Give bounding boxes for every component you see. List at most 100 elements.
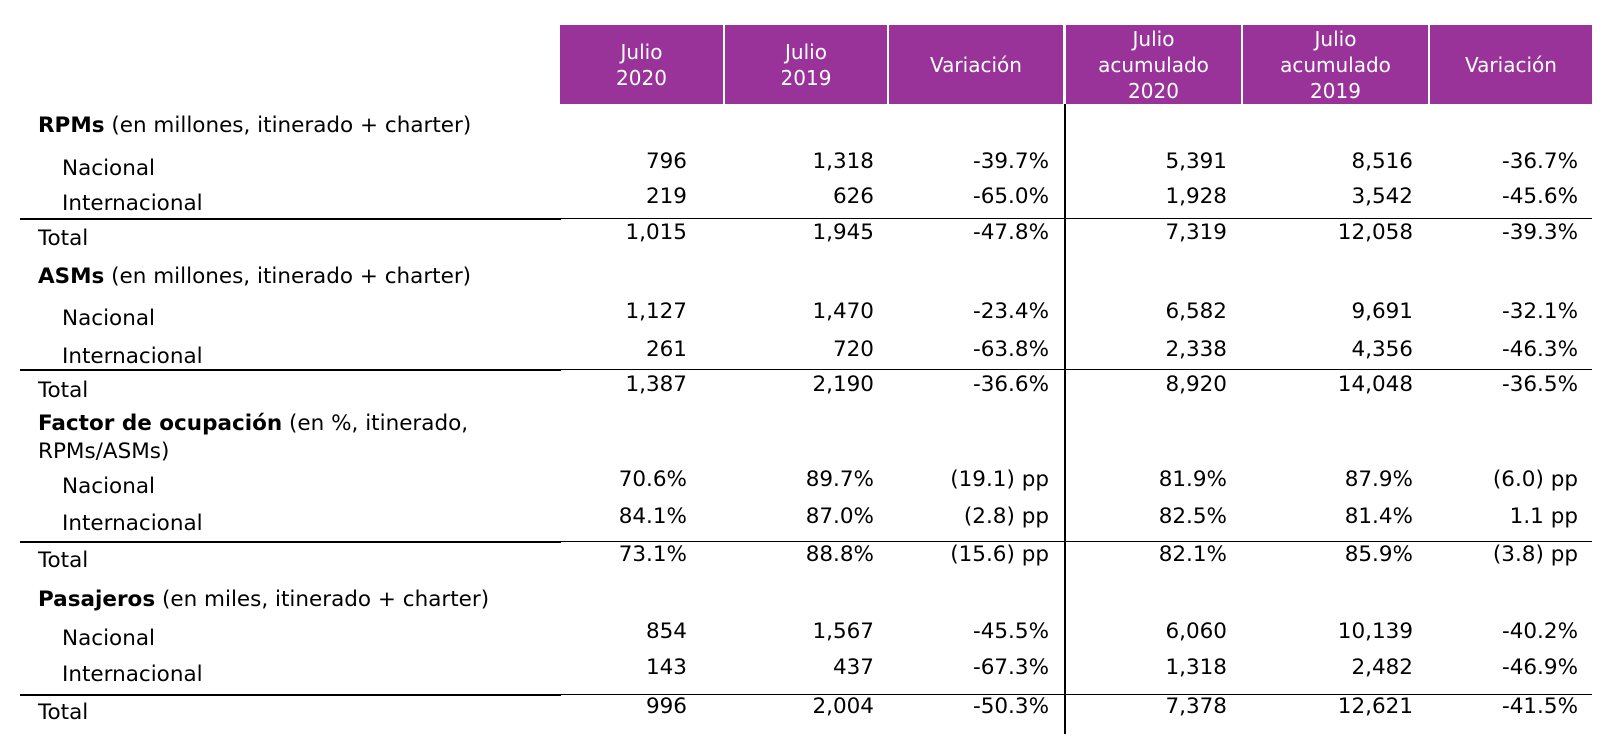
total-value-3: -47.8% — [972, 220, 1049, 245]
total-value-3: (15.6) pp — [950, 542, 1049, 567]
total-value-1: 1,015 — [625, 220, 687, 245]
row-value-5: 81.4% — [1344, 504, 1413, 529]
section-title-detail: (en millones, itinerado + charter) — [104, 264, 472, 289]
row-value-2: 89.7% — [805, 467, 874, 492]
row-value-4: 6,060 — [1165, 619, 1227, 644]
column-header-6: Variación — [1430, 25, 1592, 104]
row-value-3: -65.0% — [972, 184, 1049, 209]
row-value-6: (6.0) pp — [1492, 467, 1578, 492]
row-value-1: 854 — [645, 619, 687, 644]
total-value-2: 88.8% — [805, 542, 874, 567]
total-value-2: 1,945 — [812, 220, 874, 245]
row-value-3: (19.1) pp — [950, 467, 1049, 492]
total-separator-line — [20, 694, 561, 696]
row-value-6: -45.6% — [1501, 184, 1578, 209]
row-value-5: 2,482 — [1351, 655, 1413, 680]
total-separator-line — [20, 369, 561, 371]
row-value-6: -46.3% — [1501, 337, 1578, 362]
row-value-3: -45.5% — [972, 619, 1049, 644]
section-title: Factor de ocupación (en %, itinerado, RP… — [38, 410, 558, 466]
total-separator-line-right — [560, 218, 1592, 219]
row-label: Internacional — [62, 344, 203, 369]
row-value-5: 9,691 — [1351, 299, 1413, 324]
total-separator-line-right — [560, 694, 1592, 695]
row-value-6: -36.7% — [1501, 149, 1578, 174]
row-value-2: 437 — [832, 655, 874, 680]
total-label: Total — [38, 378, 89, 403]
total-value-4: 7,319 — [1165, 220, 1227, 245]
row-value-1: 70.6% — [618, 467, 687, 492]
total-value-4: 82.1% — [1158, 542, 1227, 567]
row-value-6: 1.1 pp — [1509, 504, 1578, 529]
row-value-4: 2,338 — [1165, 337, 1227, 362]
section-title-detail: (en miles, itinerado + charter) — [155, 587, 490, 612]
row-label: Internacional — [62, 191, 203, 216]
total-value-6: -39.3% — [1501, 220, 1578, 245]
total-value-1: 996 — [645, 694, 687, 719]
total-separator-line — [20, 218, 561, 220]
row-value-1: 219 — [645, 184, 687, 209]
total-value-1: 73.1% — [618, 542, 687, 567]
row-label: Nacional — [62, 306, 155, 331]
total-value-2: 2,190 — [812, 372, 874, 397]
total-value-2: 2,004 — [812, 694, 874, 719]
section-title-detail: (en %, itinerado, RPMs/ASMs) — [38, 411, 469, 464]
row-value-4: 5,391 — [1165, 149, 1227, 174]
row-value-3: -63.8% — [972, 337, 1049, 362]
section-title-bold: Factor de ocupación — [38, 411, 283, 436]
row-value-5: 87.9% — [1344, 467, 1413, 492]
total-label: Total — [38, 700, 89, 725]
row-value-6: -40.2% — [1501, 619, 1578, 644]
row-value-4: 82.5% — [1158, 504, 1227, 529]
section-title: Pasajeros (en miles, itinerado + charter… — [38, 586, 489, 614]
section-title: RPMs (en millones, itinerado + charter) — [38, 112, 471, 140]
row-label: Nacional — [62, 626, 155, 651]
row-value-6: -32.1% — [1501, 299, 1578, 324]
section-title: ASMs (en millones, itinerado + charter) — [38, 263, 471, 291]
total-value-6: (3.8) pp — [1492, 542, 1578, 567]
row-value-2: 1,567 — [812, 619, 874, 644]
column-divider — [1064, 104, 1066, 734]
row-value-1: 143 — [645, 655, 687, 680]
row-value-4: 1,928 — [1165, 184, 1227, 209]
column-header-1: Julio 2020 — [560, 25, 723, 104]
total-value-3: -50.3% — [972, 694, 1049, 719]
row-value-2: 1,470 — [812, 299, 874, 324]
column-header-3: Variación — [889, 25, 1063, 104]
column-header-5: Julio acumulado 2019 — [1243, 25, 1428, 104]
row-value-5: 4,356 — [1351, 337, 1413, 362]
row-value-2: 720 — [832, 337, 874, 362]
row-value-2: 626 — [832, 184, 874, 209]
row-value-1: 796 — [645, 149, 687, 174]
row-value-5: 8,516 — [1351, 149, 1413, 174]
row-value-5: 10,139 — [1337, 619, 1413, 644]
row-value-3: (2.8) pp — [963, 504, 1049, 529]
row-value-1: 261 — [645, 337, 687, 362]
row-value-3: -67.3% — [972, 655, 1049, 680]
total-label: Total — [38, 548, 89, 573]
row-value-4: 6,582 — [1165, 299, 1227, 324]
row-label: Internacional — [62, 662, 203, 687]
column-header-2: Julio 2019 — [725, 25, 887, 104]
row-value-6: -46.9% — [1501, 655, 1578, 680]
row-value-3: -39.7% — [972, 149, 1049, 174]
row-value-1: 1,127 — [625, 299, 687, 324]
total-value-6: -36.5% — [1501, 372, 1578, 397]
section-title-bold: Pasajeros — [38, 587, 156, 612]
section-title-bold: RPMs — [38, 113, 105, 138]
row-value-4: 81.9% — [1158, 467, 1227, 492]
section-title-detail: (en millones, itinerado + charter) — [104, 113, 472, 138]
row-label: Internacional — [62, 511, 203, 536]
total-value-1: 1,387 — [625, 372, 687, 397]
total-value-4: 8,920 — [1165, 372, 1227, 397]
total-separator-line-right — [560, 541, 1592, 542]
total-value-5: 12,621 — [1337, 694, 1413, 719]
row-label: Nacional — [62, 474, 155, 499]
total-value-3: -36.6% — [972, 372, 1049, 397]
row-value-4: 1,318 — [1165, 655, 1227, 680]
row-label: Nacional — [62, 156, 155, 181]
total-value-5: 14,048 — [1337, 372, 1413, 397]
total-value-5: 12,058 — [1337, 220, 1413, 245]
row-value-1: 84.1% — [618, 504, 687, 529]
